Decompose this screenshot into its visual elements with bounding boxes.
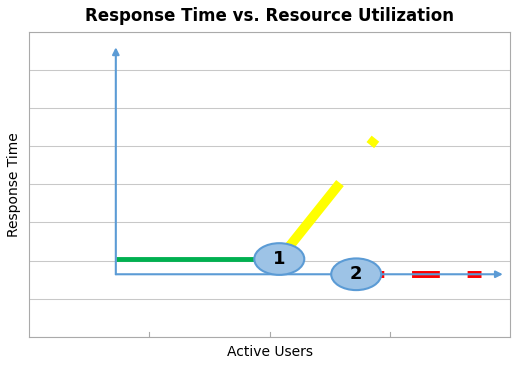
X-axis label: Active Users: Active Users bbox=[226, 345, 313, 359]
Ellipse shape bbox=[254, 243, 305, 275]
Y-axis label: Response Time: Response Time bbox=[7, 132, 21, 237]
Title: Response Time vs. Resource Utilization: Response Time vs. Resource Utilization bbox=[85, 7, 454, 25]
Text: 1: 1 bbox=[273, 250, 285, 268]
Text: 2: 2 bbox=[350, 265, 362, 283]
Ellipse shape bbox=[331, 258, 381, 290]
